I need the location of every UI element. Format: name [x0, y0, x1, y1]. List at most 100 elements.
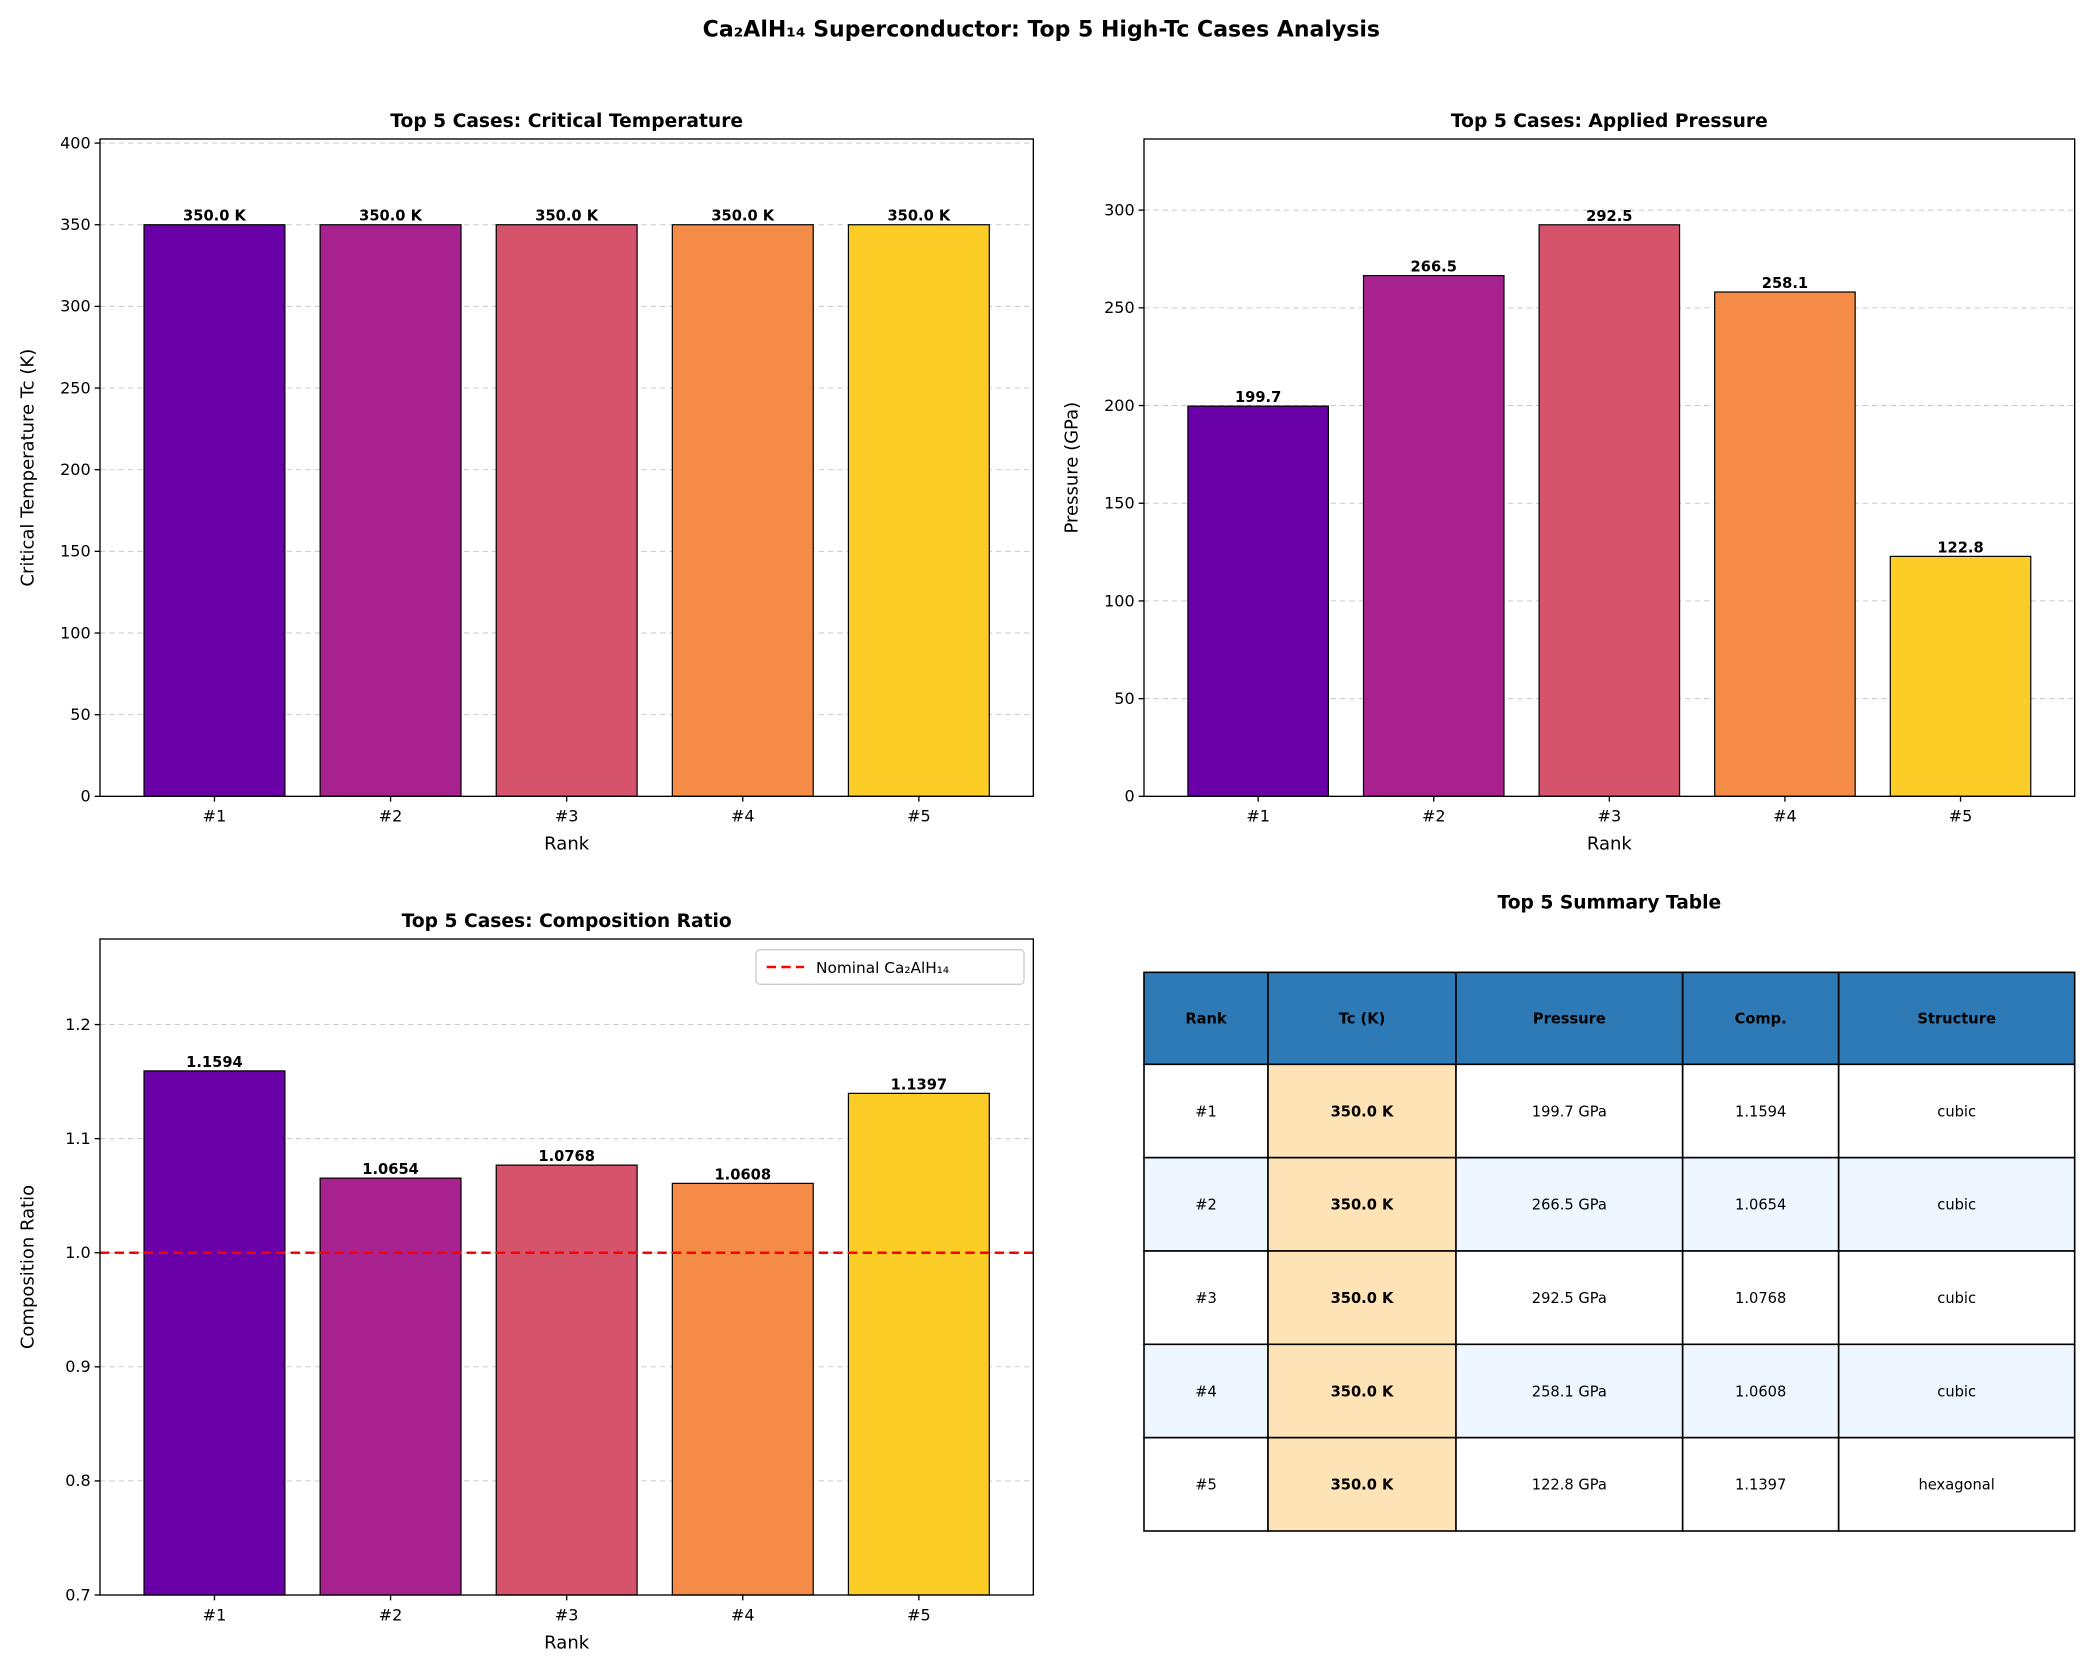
x-tick-label: #2 [1422, 807, 1446, 826]
bar-data-label: 122.8 [1937, 539, 1983, 556]
table-cell [1455, 1250, 1684, 1346]
x-tick-label: #3 [555, 807, 579, 826]
table-cell [1837, 1343, 2076, 1439]
bar [319, 224, 462, 797]
bar-data-label: 1.0768 [538, 1148, 595, 1165]
y-tick-label: 200 [60, 460, 91, 479]
y-tick-label: 100 [1104, 591, 1135, 610]
bar-data-label: 350.0 K [887, 208, 950, 225]
bar [319, 1177, 462, 1596]
x-axis-label: Rank [544, 834, 590, 855]
y-tick-label: 1.2 [65, 1015, 90, 1034]
chart-title: Top 5 Cases: Critical Temperature [390, 111, 743, 132]
table-cell-text: 1.0768 [1735, 1290, 1786, 1307]
y-tick-label: 0.8 [65, 1471, 90, 1490]
bar [671, 224, 814, 797]
table-cell [1267, 1343, 1457, 1439]
legend-box [755, 949, 1025, 985]
table-cell-text: 1.1594 [1735, 1103, 1786, 1120]
table-cell [1681, 1250, 1840, 1346]
table-cell-text: 1.0654 [1735, 1197, 1786, 1214]
table-cell [1455, 1156, 1684, 1252]
bar-data-label: 1.1397 [891, 1076, 948, 1093]
bar [143, 1070, 286, 1596]
table-cell [1837, 1250, 2076, 1346]
table-cell-text: 199.7 GPa [1532, 1103, 1607, 1120]
bar-data-label: 292.5 [1586, 208, 1632, 225]
table-cell-text: cubic [1937, 1290, 1976, 1307]
bar [1187, 405, 1329, 797]
y-tick-label: 1.1 [65, 1129, 90, 1148]
x-axis-label: Rank [1587, 834, 1633, 855]
bar [1362, 274, 1505, 797]
bar-data-label: 350.0 K [535, 208, 598, 225]
table-cell-text: hexagonal [1919, 1477, 1995, 1494]
x-axis-label: Rank [544, 1632, 590, 1653]
bar-data-label: 266.5 [1411, 259, 1457, 276]
x-tick-label: #3 [555, 1605, 579, 1624]
y-tick-label: 150 [60, 542, 91, 561]
bar [495, 1164, 638, 1596]
table-cell-text: cubic [1937, 1197, 1976, 1214]
bar [847, 224, 990, 797]
table-cell [1681, 1063, 1840, 1159]
bar-data-label: 199.7 [1235, 389, 1281, 406]
table-cell-text: 122.8 GPa [1532, 1477, 1607, 1494]
y-axis-label: Critical Temperature Tc (K) [17, 349, 38, 587]
table-header-text: Comp. [1735, 1011, 1787, 1028]
bar-data-label: 1.1594 [186, 1054, 243, 1071]
x-tick-label: #2 [379, 1605, 403, 1624]
table-cell [1455, 1343, 1684, 1439]
x-tick-label: #4 [1773, 807, 1797, 826]
y-tick-label: 250 [1104, 298, 1135, 317]
x-tick-label: #3 [1598, 807, 1622, 826]
y-tick-label: 100 [60, 623, 91, 642]
table-cell [1681, 1436, 1840, 1532]
y-axis-label: Pressure (GPa) [1061, 402, 1082, 534]
y-tick-label: 250 [60, 378, 91, 397]
table-header-text: Rank [1185, 1011, 1228, 1028]
table-cell [1143, 1156, 1269, 1252]
bar-data-label: 350.0 K [711, 208, 774, 225]
y-tick-label: 300 [1104, 200, 1135, 219]
bar [143, 224, 286, 797]
table-header-cell [1267, 971, 1457, 1066]
y-tick-label: 150 [1104, 494, 1135, 513]
bar-data-label: 350.0 K [359, 208, 422, 225]
table-cell-text: 1.1397 [1735, 1477, 1786, 1494]
table-header-cell [1837, 971, 2076, 1066]
x-tick-label: #5 [907, 807, 931, 826]
bar [495, 224, 638, 797]
y-tick-label: 200 [1104, 396, 1135, 415]
bar [671, 1182, 814, 1596]
y-tick-label: 50 [1114, 689, 1134, 708]
x-tick-label: #5 [907, 1605, 931, 1624]
table-cell-text: 266.5 GPa [1532, 1197, 1607, 1214]
table-cell-text: cubic [1937, 1103, 1976, 1120]
legend: Nominal Ca₂AlH₁₄ [755, 949, 1025, 985]
table-cell-text: 350.0 K [1331, 1477, 1394, 1494]
table-header-text: Tc (K) [1339, 1011, 1386, 1028]
y-tick-label: 350 [60, 215, 91, 234]
table-header-cell [1143, 971, 1269, 1066]
table-cell [1837, 1436, 2076, 1532]
table-cell-text: 350.0 K [1331, 1290, 1394, 1307]
table-cell-text: 1.0608 [1735, 1383, 1786, 1400]
table-cell-text: 350.0 K [1331, 1197, 1394, 1214]
table-cell-text: 258.1 GPa [1532, 1383, 1607, 1400]
bar [1714, 291, 1856, 797]
table-cell-text: #1 [1195, 1103, 1217, 1120]
table-cell [1267, 1156, 1457, 1252]
table-cell-text: #5 [1195, 1477, 1217, 1494]
bar [1889, 555, 2032, 797]
y-tick-label: 400 [60, 133, 91, 152]
x-tick-label: #4 [731, 1605, 755, 1624]
table-cell-text: cubic [1937, 1383, 1976, 1400]
table-header-text: Structure [1917, 1011, 1996, 1028]
table-cell [1143, 1343, 1269, 1439]
y-tick-label: 50 [70, 705, 90, 724]
bar-data-label: 258.1 [1762, 275, 1808, 292]
composition-bar-chart: 1.1594 1.0654 1.0768 1.0608 1.1397 Nominal Ca… [17, 911, 1034, 1653]
table-cell-text: 350.0 K [1331, 1103, 1394, 1120]
